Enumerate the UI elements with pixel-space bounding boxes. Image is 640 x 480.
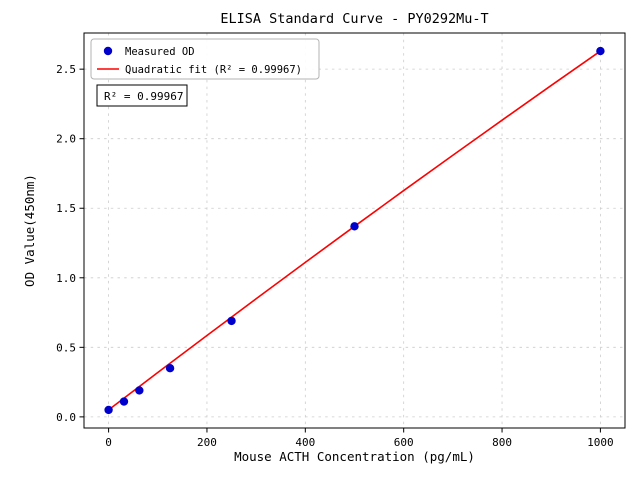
legend-label-measured-od: Measured OD (125, 46, 195, 58)
r-squared-annotation-text: R² = 0.99967 (104, 90, 183, 103)
legend-marker-measured-od (103, 46, 113, 56)
data-point (135, 386, 144, 395)
x-tick-label: 1000 (587, 436, 614, 449)
y-tick-label: 0.5 (56, 341, 76, 354)
x-tick-label: 0 (105, 436, 112, 449)
y-axis-label: OD Value(450nm) (22, 174, 37, 287)
x-tick-label: 800 (492, 436, 512, 449)
r-squared-annotation-box (96, 84, 188, 107)
x-axis-label: Mouse ACTH Concentration (pg/mL) (234, 449, 475, 464)
data-point (165, 363, 175, 373)
chart-title: ELISA Standard Curve - PY0292Mu-T (220, 11, 488, 27)
data-point (596, 46, 605, 56)
data-point (104, 405, 113, 415)
data-point (119, 397, 129, 406)
x-tick-label: 600 (394, 436, 414, 449)
legend-label-quadratic-fit: Quadratic fit (R² = 0.99967) (125, 64, 302, 76)
y-tick-label: 0.0 (56, 411, 76, 424)
plot-border (83, 32, 626, 429)
y-tick-label: 1.5 (56, 202, 76, 215)
data-point (227, 316, 236, 326)
x-tick-label: 400 (295, 436, 315, 449)
y-tick-label: 2.0 (56, 133, 76, 146)
y-tick-label: 2.5 (56, 63, 76, 76)
data-point (350, 222, 359, 231)
x-tick-label: 200 (197, 436, 217, 449)
y-tick-label: 1.0 (56, 272, 76, 285)
legend-box (90, 38, 320, 80)
